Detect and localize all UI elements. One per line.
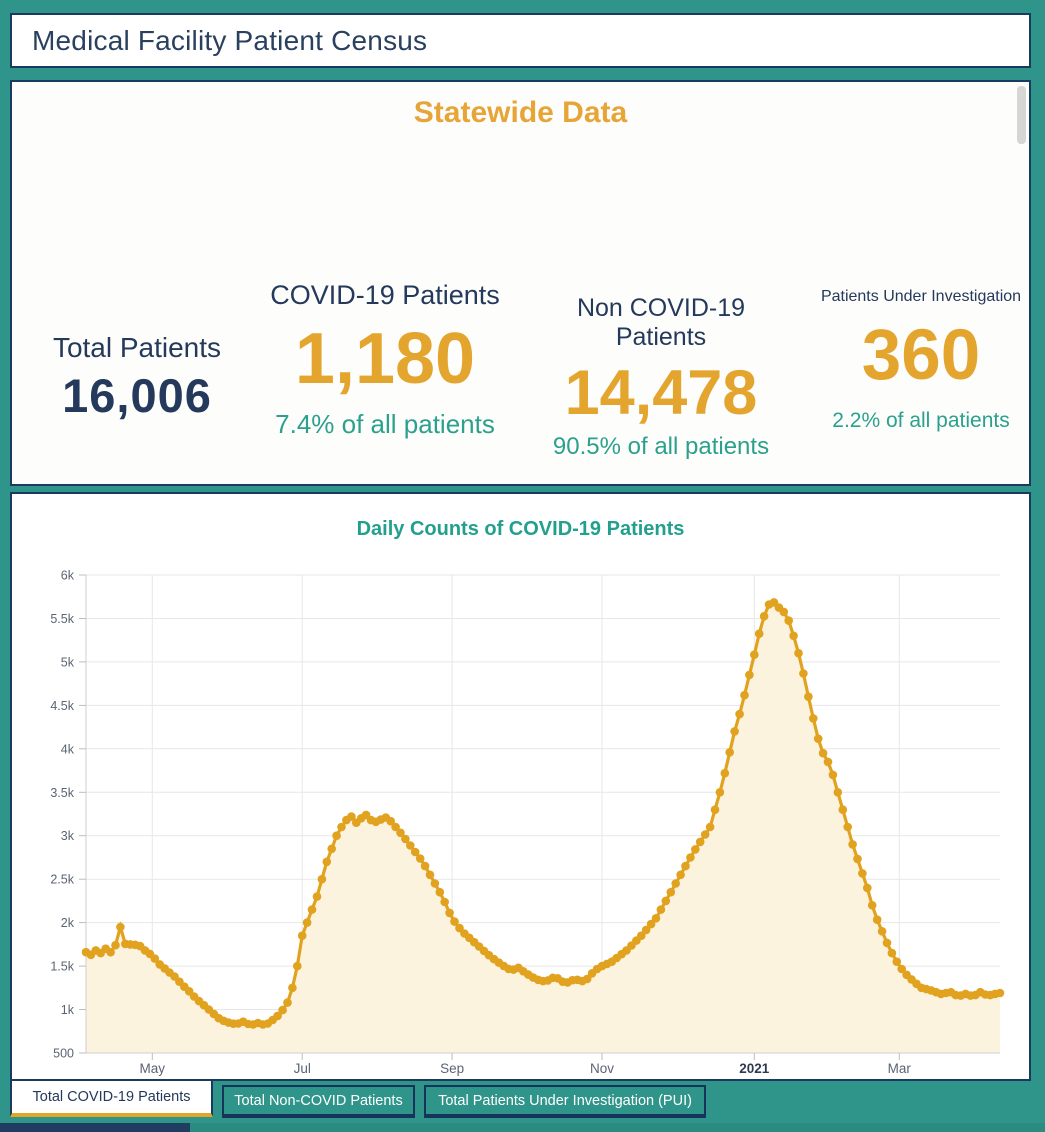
svg-text:4k: 4k (61, 742, 75, 756)
stat-value: 1,180 (294, 319, 476, 399)
svg-text:4.5k: 4.5k (50, 699, 74, 713)
chart-title: Daily Counts of COVID-19 Patients (356, 518, 685, 540)
svg-text:Sep: Sep (440, 1061, 464, 1076)
svg-text:1k: 1k (61, 1003, 75, 1017)
stat-non-covid-patients: Non COVID-19 Patients 14,478 90.5% of al… (535, 294, 787, 461)
stat-percent: 90.5% of all patients (552, 433, 770, 460)
svg-text:6k: 6k (61, 569, 75, 583)
stat-label: COVID-19 Patients (270, 280, 500, 310)
svg-text:2k: 2k (61, 916, 75, 930)
svg-text:Mar: Mar (888, 1061, 912, 1076)
svg-text:2021: 2021 (739, 1061, 770, 1076)
stat-percent: 7.4% of all patients (275, 409, 495, 439)
stat-label: Non COVID-19 Patients (576, 294, 746, 351)
stat-total-patients: Total Patients 16,006 (27, 332, 247, 419)
svg-text:1.5k: 1.5k (50, 960, 74, 974)
statewide-data-panel: Statewide Data Total Patients 16,006 COV… (10, 80, 1031, 486)
stat-label: Total Patients (52, 332, 222, 363)
stat-percent: 2.2% of all patients (832, 409, 1010, 432)
svg-text:Nov: Nov (590, 1061, 614, 1076)
statewide-data-title: Statewide Data (413, 96, 628, 129)
stat-patients-under-investigation: Patients Under Investigation 360 2.2% of… (811, 288, 1031, 433)
stat-label: Patients Under Investigation (820, 288, 1022, 305)
tab-total-non-covid-patients[interactable]: Total Non-COVID Patients (222, 1085, 415, 1118)
stat-covid-patients: COVID-19 Patients 1,180 7.4% of all pati… (260, 280, 510, 440)
svg-text:May: May (140, 1061, 166, 1076)
tab-total-patients-under-investigation[interactable]: Total Patients Under Investigation (PUI) (424, 1085, 706, 1118)
tab-total-covid-patients[interactable]: Total COVID-19 Patients (10, 1081, 213, 1117)
horizontal-scrollbar-thumb[interactable] (0, 1123, 190, 1132)
svg-text:3.5k: 3.5k (50, 786, 74, 800)
stat-value: 16,006 (62, 369, 212, 422)
svg-text:5k: 5k (61, 655, 75, 669)
chart-series-markers (81, 598, 1005, 1029)
window-titlebar: Medical Facility Patient Census (10, 13, 1031, 68)
svg-text:500: 500 (53, 1047, 74, 1061)
svg-text:2.5k: 2.5k (50, 873, 74, 887)
daily-counts-chart: 500 1k 1.5k 2k 2.5k 3k 3.5k 4k 4.5k 5k 5.5k 6k May Ju… (50, 569, 1005, 1077)
svg-text:Jul: Jul (294, 1061, 311, 1076)
daily-counts-chart-panel: Daily Counts of COVID-19 Patients 500 1k 1… (10, 492, 1031, 1081)
stat-value: 360 (861, 316, 981, 395)
svg-text:3k: 3k (61, 829, 75, 843)
stat-value: 14,478 (564, 358, 758, 428)
chart-axis-labels: 500 1k 1.5k 2k 2.5k 3k 3.5k 4k 4.5k 5k 5.5k 6k May Ju… (50, 569, 911, 1077)
panel-vertical-scrollbar-thumb[interactable] (1017, 86, 1026, 144)
page-title: Medical Facility Patient Census (32, 24, 428, 56)
svg-text:5.5k: 5.5k (50, 612, 74, 626)
chart-area-fill (86, 602, 1000, 1053)
horizontal-scrollbar[interactable] (0, 1123, 1045, 1132)
